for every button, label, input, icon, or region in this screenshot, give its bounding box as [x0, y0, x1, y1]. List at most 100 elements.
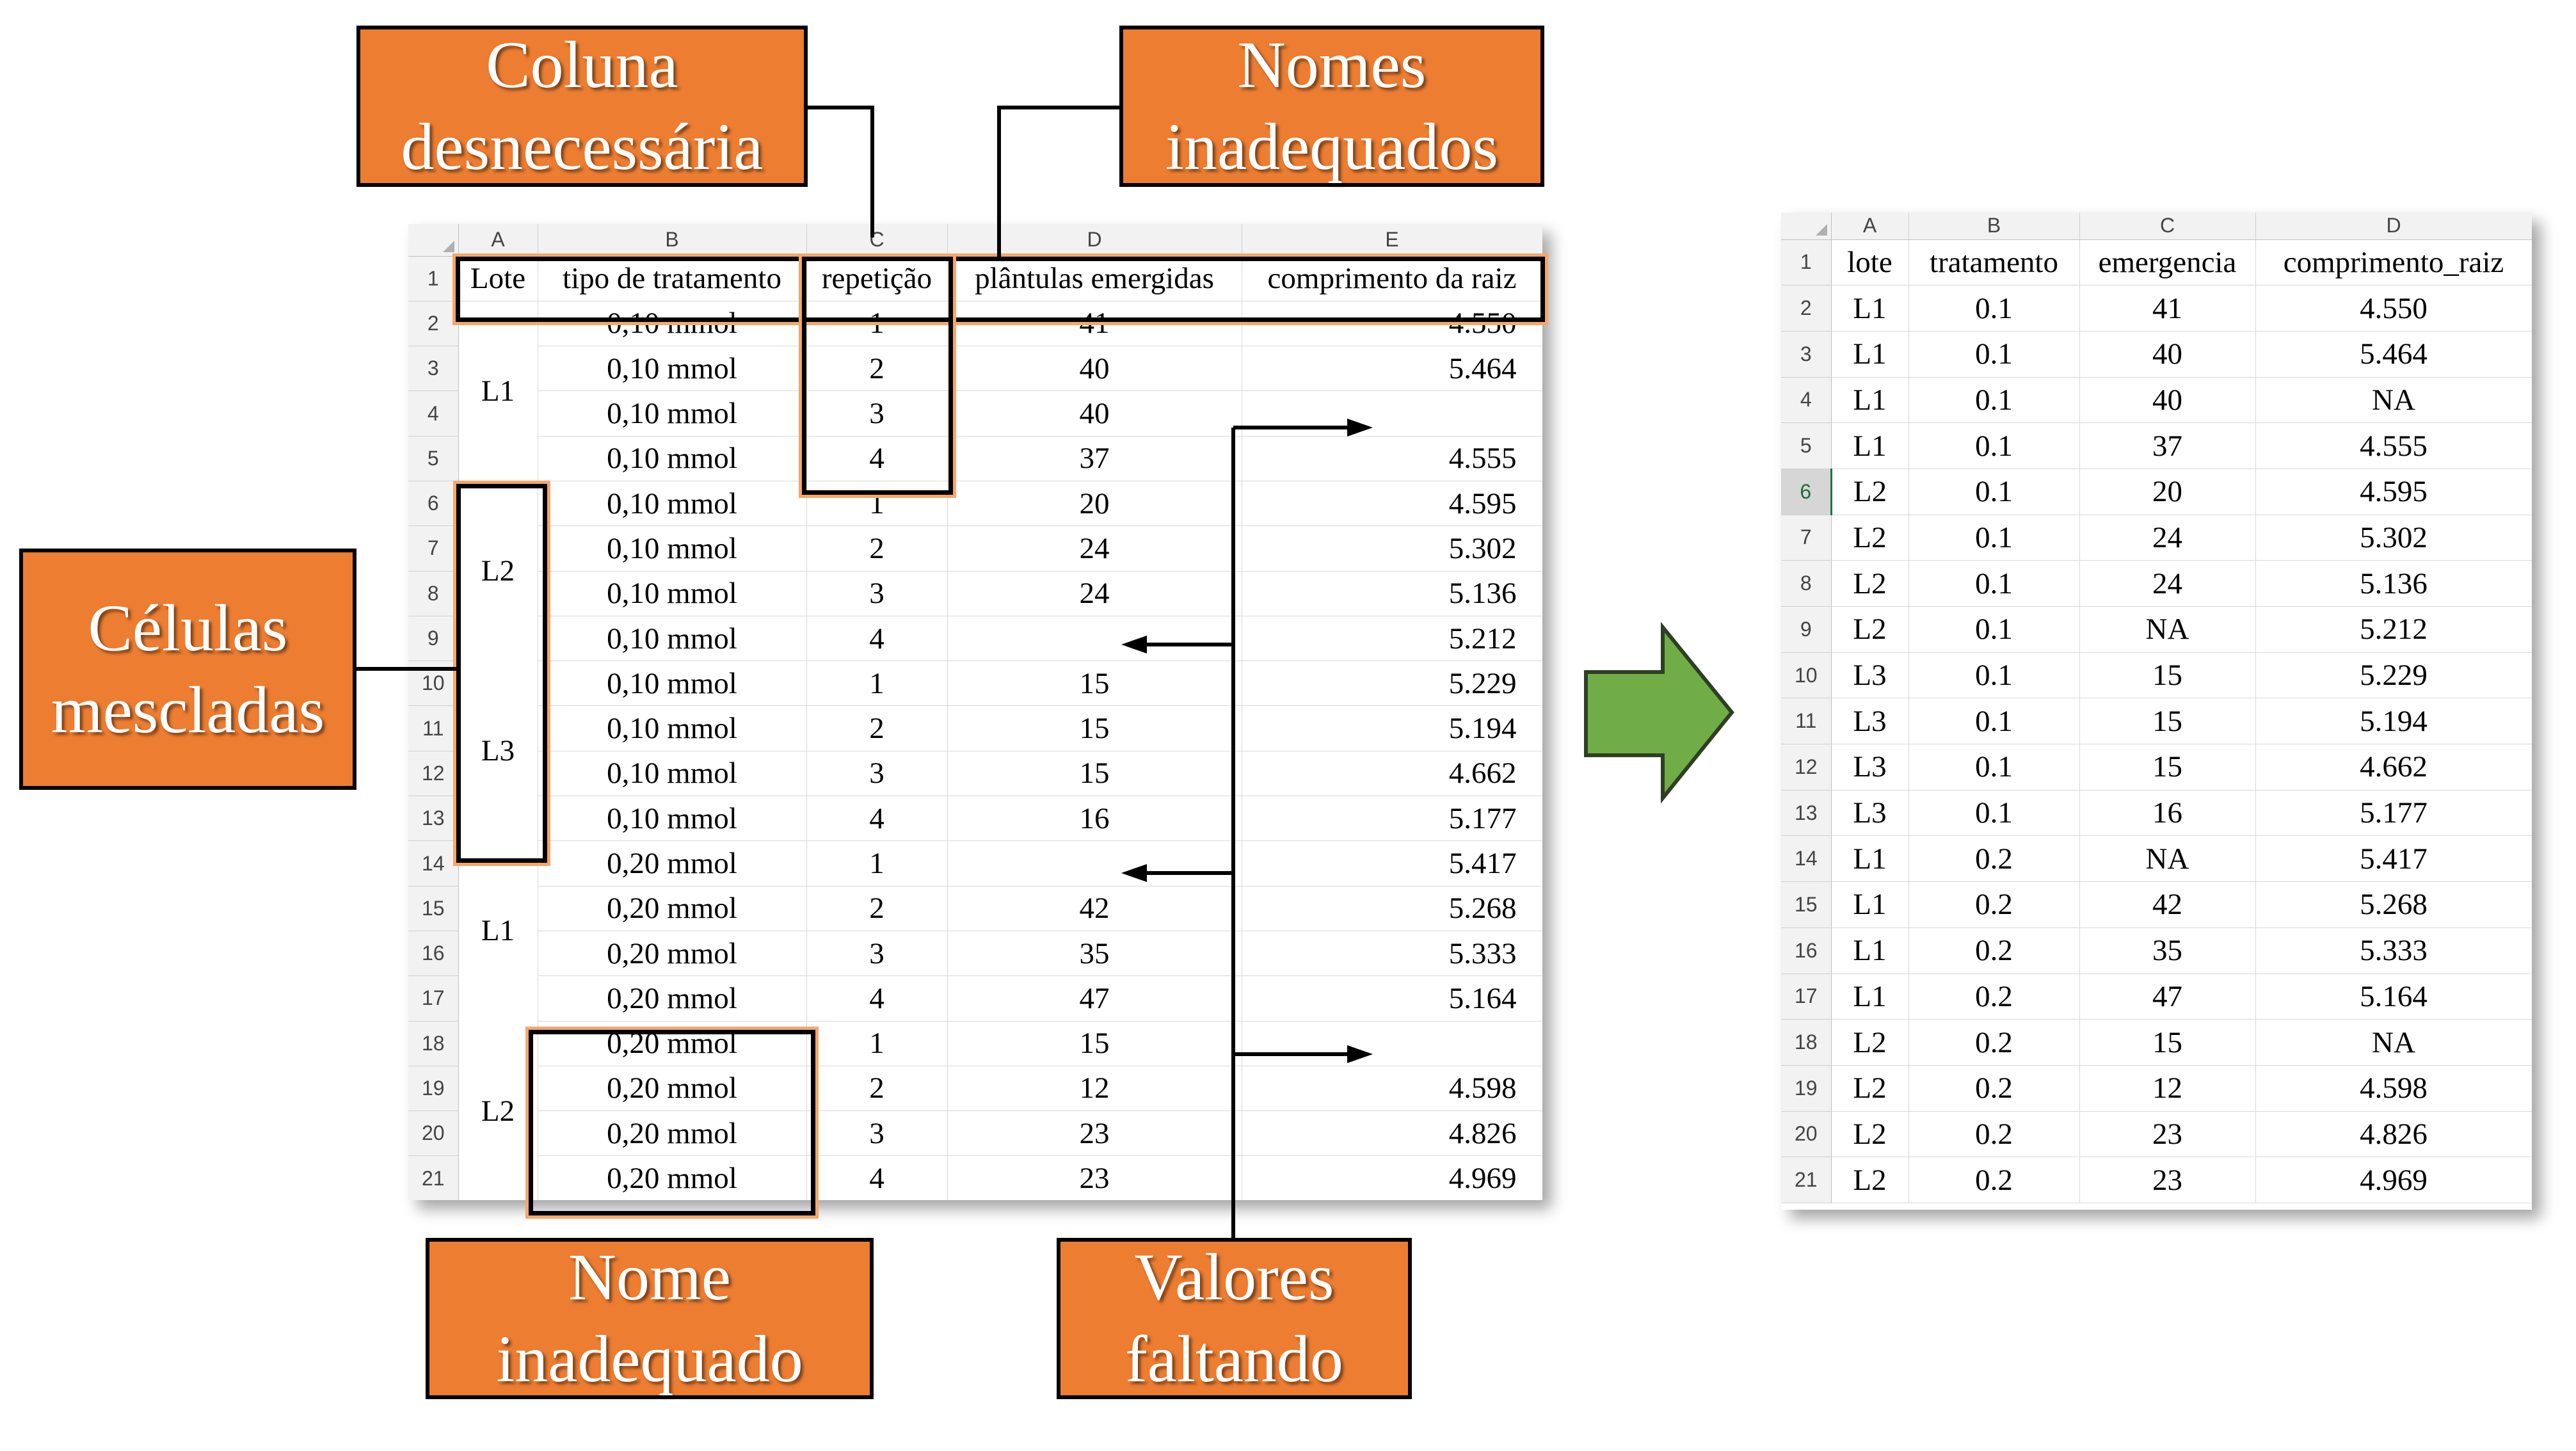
row-number[interactable]: 2	[408, 301, 459, 347]
row-number[interactable]: 15	[408, 886, 459, 931]
row-number[interactable]: 19	[408, 1066, 459, 1112]
data-cell[interactable]: 4	[806, 1155, 948, 1200]
data-cell[interactable]: 4	[806, 616, 948, 662]
column-letter[interactable]: B	[538, 224, 807, 257]
data-cell[interactable]: 3	[806, 571, 948, 616]
data-cell[interactable]: 5.464	[1242, 346, 1542, 392]
data-cell[interactable]: 1	[806, 1021, 948, 1066]
data-cell[interactable]: L2	[1831, 1065, 1909, 1112]
select-all-corner[interactable]	[408, 224, 459, 257]
data-cell[interactable]: 0.1	[1908, 469, 2080, 515]
data-cell[interactable]: 0.2	[1908, 974, 2080, 1020]
select-all-corner[interactable]	[1781, 212, 1832, 240]
row-number[interactable]: 6	[1781, 469, 1832, 515]
data-cell[interactable]: 4.598	[2255, 1065, 2532, 1112]
data-cell[interactable]: 41	[947, 301, 1242, 347]
data-cell[interactable]: 0,10 mmol	[538, 751, 807, 797]
data-cell[interactable]: L2	[1831, 1111, 1909, 1158]
data-cell[interactable]: 5.417	[2255, 835, 2532, 883]
column-letter[interactable]: D	[2255, 212, 2532, 240]
data-cell[interactable]: 37	[2079, 422, 2256, 469]
data-cell[interactable]: 23	[2079, 1111, 2256, 1158]
data-cell[interactable]: 47	[2079, 974, 2256, 1020]
data-cell[interactable]: L1	[1831, 974, 1909, 1020]
column-letter[interactable]: A	[458, 224, 538, 257]
data-cell[interactable]: 24	[947, 571, 1242, 616]
row-number[interactable]: 15	[1781, 881, 1832, 928]
data-cell[interactable]: 4.555	[1242, 436, 1542, 481]
data-cell[interactable]: 35	[2079, 927, 2256, 974]
data-cell[interactable]: L2	[1831, 1019, 1909, 1066]
data-cell[interactable]: 47	[947, 975, 1242, 1022]
row-number[interactable]: 5	[1781, 422, 1832, 469]
header-cell[interactable]: comprimento_raiz	[2255, 239, 2532, 286]
data-cell[interactable]: 15	[947, 661, 1242, 707]
data-cell[interactable]: L1	[1831, 881, 1909, 928]
data-cell[interactable]: 0.1	[1908, 331, 2080, 378]
data-cell[interactable]: 0,20 mmol	[538, 931, 807, 977]
data-cell[interactable]: L1	[1831, 422, 1909, 469]
data-cell[interactable]: 0.1	[1908, 285, 2080, 332]
data-cell[interactable]: 4.550	[1242, 301, 1542, 347]
data-cell[interactable]: 5.333	[1242, 931, 1542, 977]
data-cell[interactable]: 4.969	[1242, 1155, 1542, 1200]
data-cell[interactable]: 1	[806, 661, 948, 707]
data-cell[interactable]: 16	[947, 796, 1242, 842]
row-number[interactable]: 11	[408, 705, 459, 751]
data-cell[interactable]: 5.302	[2255, 515, 2532, 561]
data-cell[interactable]: 4.598	[1242, 1066, 1542, 1112]
data-cell[interactable]: 5.268	[2255, 881, 2532, 928]
data-cell[interactable]: 23	[947, 1155, 1242, 1200]
row-number[interactable]: 14	[1781, 835, 1832, 883]
data-cell[interactable]: 0,10 mmol	[538, 571, 807, 616]
header-cell[interactable]: comprimento da raiz	[1242, 256, 1542, 301]
row-number[interactable]: 12	[408, 751, 459, 797]
row-number[interactable]: 1	[1781, 239, 1832, 286]
data-cell[interactable]: NA	[2079, 835, 2256, 883]
row-number[interactable]: 8	[408, 571, 459, 616]
data-cell[interactable]: 4.969	[2255, 1157, 2532, 1203]
data-cell[interactable]: 0,10 mmol	[538, 390, 807, 437]
data-cell[interactable]	[1242, 1021, 1542, 1066]
data-cell[interactable]: L1	[1831, 331, 1909, 378]
data-cell[interactable]: NA	[2255, 377, 2532, 424]
column-letter[interactable]: A	[1831, 212, 1909, 240]
row-number[interactable]: 4	[408, 390, 459, 437]
data-cell[interactable]: 0.2	[1908, 1157, 2080, 1203]
data-cell[interactable]: 0.1	[1908, 652, 2080, 699]
row-number[interactable]: 20	[408, 1110, 459, 1157]
row-number[interactable]: 7	[1781, 515, 1832, 561]
data-cell[interactable]: 1	[806, 301, 948, 347]
data-cell[interactable]: 15	[947, 705, 1242, 751]
data-cell[interactable]: 0,10 mmol	[538, 796, 807, 842]
data-cell[interactable]: 4	[806, 796, 948, 842]
data-cell[interactable]: 20	[2079, 469, 2256, 515]
data-cell[interactable]: 3	[806, 1110, 948, 1157]
data-cell[interactable]: 0.1	[1908, 606, 2080, 653]
data-cell[interactable]: 15	[2079, 652, 2256, 699]
data-cell[interactable]: 42	[947, 886, 1242, 931]
data-cell[interactable]: 15	[2079, 744, 2256, 790]
data-cell[interactable]: 0.1	[1908, 560, 2080, 607]
data-cell[interactable]: 5.177	[1242, 796, 1542, 842]
data-cell[interactable]: 12	[2079, 1065, 2256, 1112]
data-cell[interactable]: 0,10 mmol	[538, 301, 807, 347]
header-cell[interactable]: lote	[1831, 239, 1909, 286]
data-cell[interactable]: 4	[806, 436, 948, 481]
data-cell[interactable]: 4.826	[2255, 1111, 2532, 1158]
data-cell[interactable]: 0.1	[1908, 422, 2080, 469]
merged-lote-cell[interactable]: L2	[458, 481, 538, 661]
row-number[interactable]: 8	[1781, 560, 1832, 607]
row-number[interactable]: 13	[408, 796, 459, 842]
data-cell[interactable]: 41	[2079, 285, 2256, 332]
data-cell[interactable]: L2	[1831, 560, 1909, 607]
data-cell[interactable]: 4.662	[1242, 751, 1542, 797]
data-cell[interactable]: 0,20 mmol	[538, 1155, 807, 1200]
data-cell[interactable]: 24	[2079, 560, 2256, 607]
data-cell[interactable]: 23	[2079, 1157, 2256, 1203]
data-cell[interactable]: 4.595	[1242, 481, 1542, 527]
data-cell[interactable]: 3	[806, 931, 948, 977]
data-cell[interactable]	[1242, 390, 1542, 437]
data-cell[interactable]: 40	[2079, 331, 2256, 378]
row-number[interactable]: 13	[1781, 790, 1832, 837]
